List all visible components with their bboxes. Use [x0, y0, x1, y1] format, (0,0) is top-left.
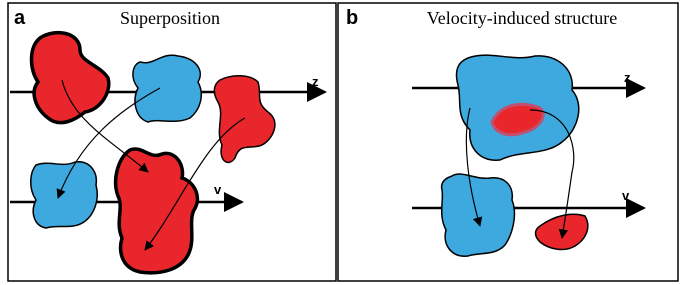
- blue-blob: [442, 174, 515, 256]
- axis-label: z: [624, 70, 631, 85]
- panel-title: Superposition: [120, 8, 220, 28]
- axis-label: z: [312, 74, 319, 89]
- panel-label: a: [14, 7, 26, 29]
- blue-blob: [31, 162, 98, 228]
- panel-title: Velocity-induced structure: [427, 8, 617, 28]
- red-blob: [116, 149, 198, 273]
- panel-a: a Superposition z v: [8, 3, 336, 281]
- panel-b: b Velocity-induced structure z v: [338, 3, 678, 281]
- red-blob: [32, 33, 109, 123]
- axis-label: v: [214, 182, 222, 197]
- blue-blob: [133, 55, 201, 122]
- figure: a Superposition z v b Velocity-induced s…: [0, 0, 684, 285]
- panel-label: b: [346, 7, 358, 29]
- axis-label: v: [622, 188, 630, 203]
- red-blob: [536, 214, 588, 249]
- red-blob: [214, 76, 275, 163]
